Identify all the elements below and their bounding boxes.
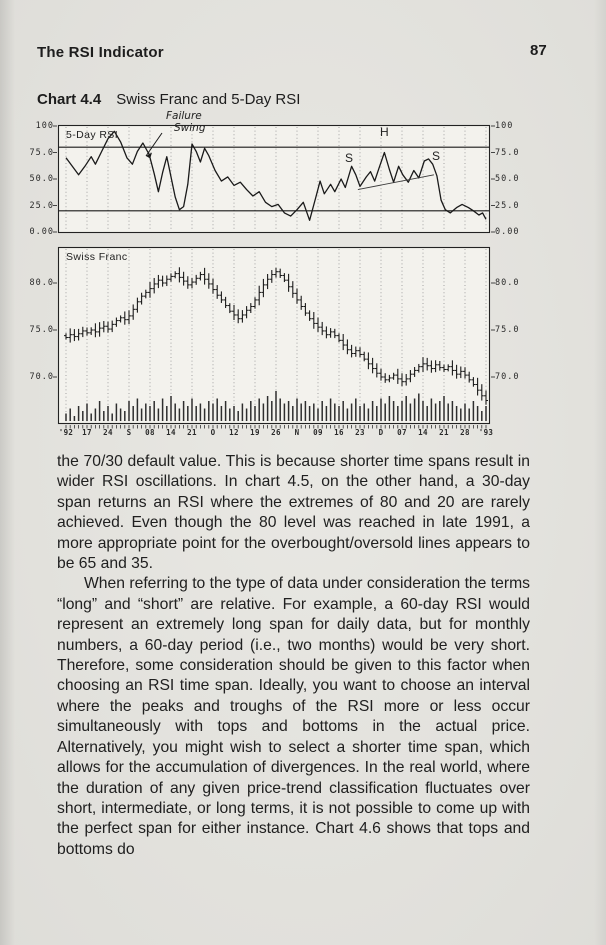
- x-tick-label: 12: [229, 428, 239, 437]
- y-tick-label: 75.0: [495, 325, 520, 335]
- page-number: 87: [530, 42, 547, 59]
- price-chart-plot: [53, 246, 495, 429]
- body-text: the 70/30 default value. This is because…: [57, 452, 530, 860]
- paragraph: the 70/30 default value. This is because…: [57, 453, 530, 573]
- x-tick-label: '93: [478, 428, 494, 437]
- y-tick-label: 0.00: [29, 227, 54, 237]
- y-tick-label: 80.0: [495, 278, 520, 288]
- failure-swing-annotation: Failure Swing: [166, 110, 206, 134]
- price-y-axis-right: 80.0 75.0 70.0: [495, 247, 537, 424]
- y-tick-label: 0.00: [495, 227, 520, 237]
- x-tick-label: 14: [166, 428, 176, 437]
- x-tick-label: 23: [355, 428, 365, 437]
- rsi-chart-plot: [53, 124, 495, 234]
- x-tick-label: O: [210, 428, 216, 437]
- y-tick-label: 80.0: [29, 278, 54, 288]
- chart-caption-title: Swiss Franc and 5-Day RSI: [116, 91, 301, 108]
- x-tick-label: 21: [187, 428, 197, 437]
- price-panel-label: Swiss Franc: [66, 251, 128, 263]
- y-tick-label: 70.0: [29, 372, 54, 382]
- x-tick-label: '92: [58, 428, 74, 437]
- right-shoulder-letter: S: [432, 149, 441, 163]
- price-y-axis-left: 80.0 75.0 70.0: [12, 247, 54, 424]
- y-tick-label: 75.0: [495, 147, 520, 158]
- x-tick-label: 21: [439, 428, 449, 437]
- date-axis: '92 17 24 S 08 14 21 O 12 19 26 N 09 16 23 D 07 14 21 28 '93: [58, 428, 494, 440]
- x-tick-label: 09: [313, 428, 323, 437]
- y-tick-label: 25.0: [29, 200, 54, 211]
- rsi-y-axis-right: 100 75.0 50.0 25.0 0.00: [495, 121, 537, 237]
- y-tick-label: 50.0: [29, 174, 54, 184]
- chart-caption-label: Chart 4.4: [37, 91, 102, 108]
- y-tick-label: 75.0: [29, 325, 54, 335]
- y-tick-label: 100: [495, 121, 514, 131]
- left-shoulder-letter: S: [345, 151, 354, 165]
- x-tick-label: S: [126, 428, 132, 437]
- x-tick-label: 17: [82, 428, 92, 437]
- x-tick-label: 24: [103, 428, 113, 437]
- chart-caption: Chart 4.4 Swiss Franc and 5-Day RSI: [37, 91, 300, 108]
- x-tick-label: 07: [397, 428, 407, 437]
- price-chart-panel: Swiss Franc: [53, 246, 495, 429]
- x-tick-label: 28: [460, 428, 470, 437]
- rsi-y-axis-left: 100 75.0 50.0 25.0 0.00: [12, 121, 54, 237]
- y-tick-label: 50.0: [495, 174, 520, 184]
- y-tick-label: 75.0: [29, 147, 54, 158]
- rsi-chart-panel: 5-Day RSI S H S: [53, 124, 495, 234]
- x-tick-label: 16: [334, 428, 344, 437]
- failure-swing-line1: Failure: [166, 110, 202, 122]
- paragraph: When referring to the type of data under…: [57, 575, 530, 858]
- y-tick-label: 70.0: [495, 372, 520, 382]
- x-tick-label: D: [378, 428, 384, 437]
- failure-swing-line2: Swing: [174, 121, 206, 134]
- x-tick-label: 19: [250, 428, 260, 437]
- x-tick-label: N: [294, 428, 300, 437]
- x-tick-label: 08: [145, 428, 155, 437]
- x-tick-label: 26: [271, 428, 281, 437]
- rsi-panel-label: 5-Day RSI: [66, 129, 119, 141]
- running-header: The RSI Indicator: [37, 44, 164, 61]
- x-tick-label: 14: [418, 428, 428, 437]
- y-tick-label: 25.0: [495, 200, 520, 211]
- head-letter: H: [380, 125, 389, 139]
- y-tick-label: 100: [35, 121, 54, 131]
